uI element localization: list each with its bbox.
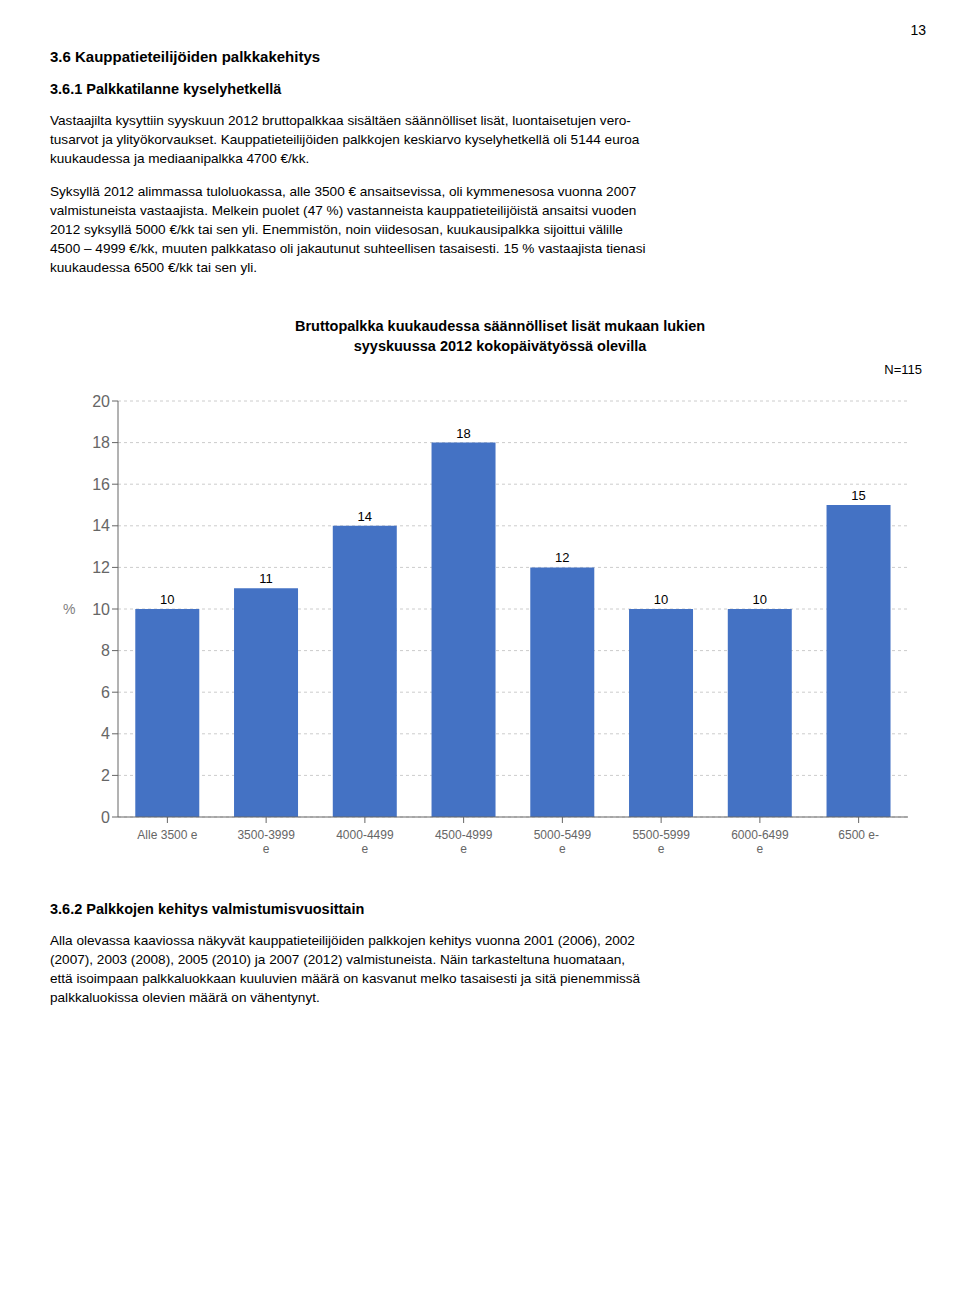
html-text:N=115: N=115 — [884, 362, 922, 378]
svg-text:4000-4499e: 4000-4499e — [336, 828, 394, 856]
svg-text:12: 12 — [92, 559, 110, 576]
html-text:3.6 Kauppatieteilijöiden palkk: 3.6 Kauppatieteilijöiden palkkakehitys — [50, 48, 321, 65]
html-text:2012 syksyllä 5000 €/kk tai se: 2012 syksyllä 5000 €/kk tai sen yli. Ene… — [50, 222, 623, 238]
html-text:palkkaluokissa olevien määrä o: palkkaluokissa olevien määrä on vähentyn… — [50, 990, 320, 1006]
html-text:3.6.2 Palkkojen kehitys valmis: 3.6.2 Palkkojen kehitys valmistumisvuosi… — [50, 901, 365, 918]
svg-text:5000-5499e: 5000-5499e — [534, 828, 592, 856]
html-text:kuukaudessa ja mediaanipalkka: kuukaudessa ja mediaanipalkka 4700 €/kk. — [50, 151, 310, 167]
html-text:tusarvot ja ylityökorvaukset.: tusarvot ja ylityökorvaukset. Kauppatiet… — [50, 132, 640, 147]
html-text:(2007), 2003 (2008), 2005 (201: (2007), 2003 (2008), 2005 (2010) ja 2007… — [50, 952, 626, 968]
svg-text:10: 10 — [654, 592, 668, 607]
svg-text:6000-6499e: 6000-6499e — [731, 828, 789, 856]
svg-text:15: 15 — [851, 488, 865, 503]
svg-text:6: 6 — [101, 684, 110, 701]
svg-text:Alle 3500 e: Alle 3500 e — [137, 828, 197, 842]
svg-text:11: 11 — [259, 572, 273, 587]
html-text:Syksyllä 2012 alimmassa tulolu: Syksyllä 2012 alimmassa tuloluokassa, al… — [50, 184, 637, 200]
svg-text:8: 8 — [101, 643, 110, 660]
svg-text:10: 10 — [753, 592, 767, 607]
svg-text:10: 10 — [92, 601, 110, 618]
html-text:valmistuneista vastaajista. Me: valmistuneista vastaajista. Melkein puol… — [50, 203, 637, 219]
svg-text:4: 4 — [101, 726, 110, 743]
html-text:että isoimpaan palkkaluokkaan: että isoimpaan palkkaluokkaan kuuluvien … — [50, 971, 641, 987]
svg-text:2: 2 — [101, 767, 110, 784]
svg-text:12: 12 — [555, 551, 569, 566]
svg-text:%: % — [63, 601, 75, 617]
svg-text:14: 14 — [92, 518, 110, 535]
html-text:Bruttopalkka kuukaudessa säänn: Bruttopalkka kuukaudessa säännölliset li… — [294, 318, 706, 335]
svg-text:5500-5999e: 5500-5999e — [632, 828, 690, 856]
html-text:4500 – 4999 €/kk, muuten palkk: 4500 – 4999 €/kk, muuten palkkataso oli … — [50, 241, 646, 257]
svg-text:4500-4999e: 4500-4999e — [435, 828, 493, 856]
svg-text:18: 18 — [92, 435, 110, 452]
html-text:Vastaajilta kysyttiin syyskuun: Vastaajilta kysyttiin syyskuun 2012 brut… — [50, 113, 631, 128]
html-text:kuukaudessa 6500 €/kk tai sen: kuukaudessa 6500 €/kk tai sen yli. — [50, 260, 258, 276]
html-text:13: 13 — [910, 22, 926, 38]
svg-text:0: 0 — [101, 809, 110, 826]
html-text:Alla olevassa kaaviossa näkyvä: Alla olevassa kaaviossa näkyvät kauppati… — [50, 933, 635, 949]
svg-text:18: 18 — [456, 426, 470, 441]
svg-text:20: 20 — [92, 393, 110, 410]
svg-text:6500 e-: 6500 e- — [838, 828, 879, 842]
svg-text:3500-3999e: 3500-3999e — [237, 828, 295, 856]
svg-text:16: 16 — [92, 476, 110, 493]
html-text:3.6.1 Palkkatilanne kyselyhetk: 3.6.1 Palkkatilanne kyselyhetkellä — [50, 81, 282, 97]
html-text:syyskuussa 2012 kokopäivätyöss: syyskuussa 2012 kokopäivätyössä olevilla — [353, 337, 647, 354]
svg-text:14: 14 — [358, 509, 372, 524]
svg-text:10: 10 — [160, 592, 174, 607]
